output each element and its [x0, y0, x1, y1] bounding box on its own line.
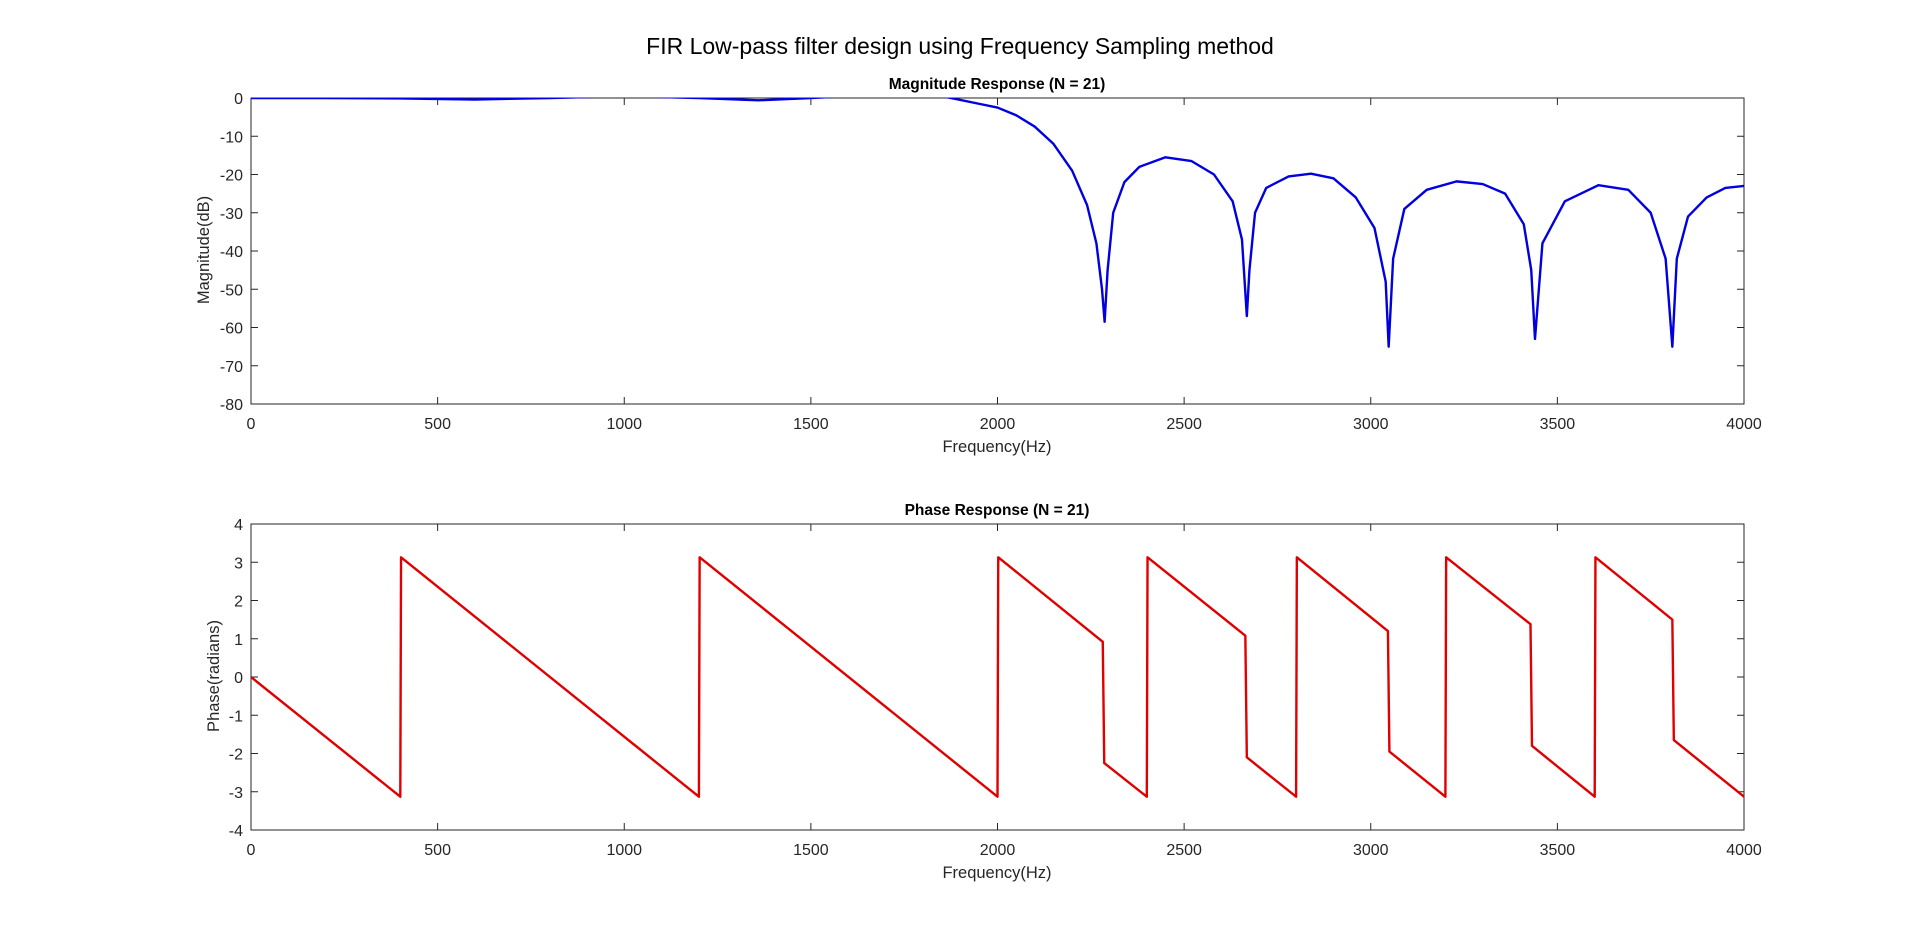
phase-y-tick-label: -3	[229, 785, 243, 802]
magnitude-ylabel: Magnitude(dB)	[195, 196, 213, 304]
magnitude-y-tick-label: -70	[220, 359, 243, 376]
phase-y-tick-label: -1	[229, 708, 243, 725]
magnitude-x-tick-label: 2000	[980, 416, 1016, 433]
phase-axes: Phase Response (N = 21) Frequency(Hz) Ph…	[205, 502, 1762, 882]
phase-x-tick-label: 2000	[980, 842, 1016, 859]
magnitude-y-tick-label: -30	[220, 206, 243, 223]
magnitude-x-tick-label: 1000	[606, 416, 642, 433]
phase-y-tick-label: 1	[234, 632, 243, 649]
magnitude-x-tick-label: 4000	[1726, 416, 1762, 433]
figure-suptitle: FIR Low-pass filter design using Frequen…	[646, 33, 1274, 59]
phase-y-tick-label: 0	[234, 670, 243, 687]
magnitude-x-tick-label: 500	[424, 416, 451, 433]
magnitude-title: Magnitude Response (N = 21)	[889, 76, 1106, 93]
magnitude-series-line	[251, 98, 1744, 348]
magnitude-y-tick-label: -10	[220, 129, 243, 146]
phase-xlabel: Frequency(Hz)	[942, 864, 1051, 882]
phase-y-tick-label: 2	[234, 594, 243, 611]
phase-y-tick-label: -4	[229, 823, 243, 840]
phase-series-line	[251, 556, 1744, 798]
phase-y-tick-label: 4	[234, 517, 243, 534]
phase-x-tick-label: 3500	[1540, 842, 1576, 859]
magnitude-y-tick-label: 0	[234, 91, 243, 108]
magnitude-plot-area	[250, 97, 1745, 405]
phase-y-tick-label: 3	[234, 555, 243, 572]
magnitude-x-tick-label: 3500	[1540, 416, 1576, 433]
phase-x-tick-label: 2500	[1166, 842, 1202, 859]
magnitude-x-tick-label: 2500	[1166, 416, 1202, 433]
magnitude-x-tick-label: 0	[247, 416, 256, 433]
phase-x-tick-label: 1500	[793, 842, 829, 859]
magnitude-y-tick-label: -80	[220, 397, 243, 414]
magnitude-y-tick-label: -50	[220, 282, 243, 299]
phase-x-tick-label: 4000	[1726, 842, 1762, 859]
magnitude-x-tick-label: 1500	[793, 416, 829, 433]
magnitude-y-tick-label: -20	[220, 168, 243, 185]
phase-x-tick-label: 0	[247, 842, 256, 859]
magnitude-x-tick-label: 3000	[1353, 416, 1389, 433]
phase-x-tick-label: 1000	[606, 842, 642, 859]
magnitude-xlabel: Frequency(Hz)	[942, 438, 1051, 456]
magnitude-y-tick-label: -60	[220, 321, 243, 338]
magnitude-axes: Magnitude Response (N = 21) Frequency(Hz…	[195, 76, 1762, 456]
phase-title: Phase Response (N = 21)	[905, 502, 1090, 519]
phase-ylabel: Phase(radians)	[205, 620, 223, 732]
phase-y-tick-label: -2	[229, 747, 243, 764]
phase-x-tick-label: 500	[424, 842, 451, 859]
magnitude-y-tick-label: -40	[220, 244, 243, 261]
phase-x-tick-label: 3000	[1353, 842, 1389, 859]
